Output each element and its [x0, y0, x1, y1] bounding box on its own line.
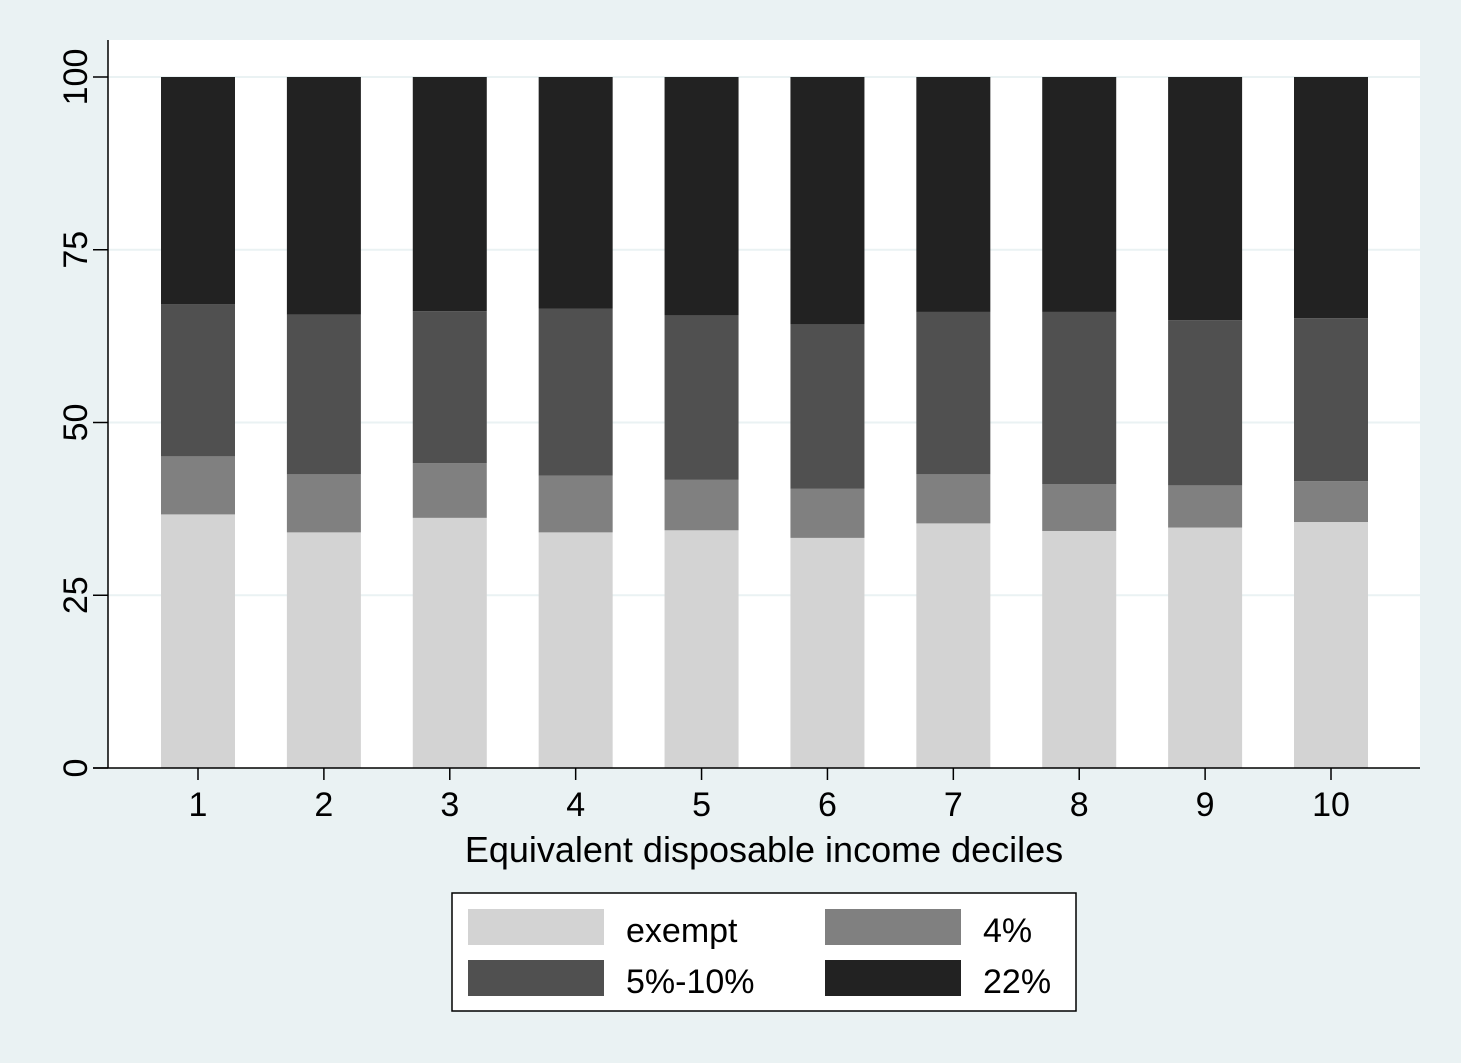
x-tick-label: 8	[1070, 786, 1089, 824]
legend-swatch-4%	[825, 909, 961, 945]
x-tick-label: 1	[189, 786, 208, 824]
x-tick-label: 4	[566, 786, 585, 824]
x-tick-label: 5	[692, 786, 711, 824]
bar-segment-5%-10%	[790, 324, 865, 489]
x-tick-label: 9	[1196, 786, 1215, 824]
bar-segment-4%	[916, 474, 991, 524]
legend-label: 22%	[983, 963, 1051, 1001]
legend-label: 4%	[983, 912, 1032, 950]
x-ticks: 1 2 3 4 5 6 7 8 9 10	[189, 768, 1350, 824]
bar-segment-5%-10%	[412, 311, 487, 464]
y-tick-label: 25	[57, 576, 95, 614]
bar-segment-exempt	[412, 517, 487, 768]
axes	[93, 40, 1420, 769]
bar-segment-4%	[286, 474, 361, 533]
x-axis-title: Equivalent disposable income deciles	[465, 829, 1063, 870]
bar-segment-5%-10%	[1042, 311, 1117, 484]
bar-segment-22%	[161, 77, 235, 305]
bar-segment-22%	[916, 77, 991, 312]
legend-swatch-22%	[825, 960, 961, 996]
bar-segment-5%-10%	[161, 304, 235, 457]
bar-segment-exempt	[286, 532, 361, 768]
bar-segment-5%-10%	[916, 311, 991, 475]
legend-label: exempt	[626, 912, 738, 950]
bar-segment-4%	[161, 456, 235, 515]
legend-swatch-5%-10%	[468, 960, 604, 996]
bar-segment-22%	[412, 77, 487, 312]
bar-segment-4%	[1294, 481, 1368, 523]
bar-segment-4%	[412, 463, 487, 518]
y-ticks: 0 25 50 75 100	[57, 49, 108, 778]
bar-segment-exempt	[664, 530, 739, 768]
x-tick-label: 3	[440, 786, 459, 824]
bar-segment-5%-10%	[664, 315, 739, 480]
x-tick-label: 2	[314, 786, 333, 824]
bar-segment-4%	[1168, 485, 1243, 528]
legend-swatch-exempt	[468, 909, 604, 945]
bar-segment-exempt	[1042, 530, 1117, 768]
bar-segment-4%	[790, 488, 865, 538]
bar-segment-22%	[664, 77, 739, 316]
bar-segment-5%-10%	[286, 314, 361, 475]
bar-segment-22%	[790, 77, 865, 325]
y-tick-label: 100	[57, 49, 95, 106]
bar-segment-5%-10%	[1294, 318, 1368, 482]
y-tick-label: 50	[57, 404, 95, 442]
bar-segment-4%	[664, 479, 739, 531]
legend-label: 5%-10%	[626, 963, 755, 1001]
bar-segment-5%-10%	[538, 308, 613, 476]
bar-segment-22%	[538, 77, 613, 309]
bar-segment-22%	[1042, 77, 1117, 312]
bar-segment-22%	[1294, 77, 1368, 319]
x-tick-label: 6	[818, 786, 837, 824]
bar-segment-exempt	[1168, 527, 1243, 768]
bar-segment-5%-10%	[1168, 320, 1243, 486]
bar-segment-4%	[538, 475, 613, 533]
bar-segment-exempt	[161, 514, 235, 768]
bar-segment-22%	[286, 77, 361, 315]
y-tick-label: 0	[57, 759, 95, 778]
y-tick-label: 75	[57, 231, 95, 269]
bar-segment-exempt	[538, 532, 613, 768]
x-tick-label: 7	[944, 786, 963, 824]
bar-segment-exempt	[916, 523, 991, 768]
bar-segment-22%	[1168, 77, 1243, 321]
bar-segment-exempt	[1294, 522, 1368, 768]
legend: exempt 4% 5%-10% 22%	[451, 892, 1077, 1012]
bars	[161, 77, 1368, 768]
bar-segment-4%	[1042, 483, 1117, 531]
bar-segment-exempt	[790, 537, 865, 768]
x-tick-label: 10	[1312, 786, 1350, 824]
